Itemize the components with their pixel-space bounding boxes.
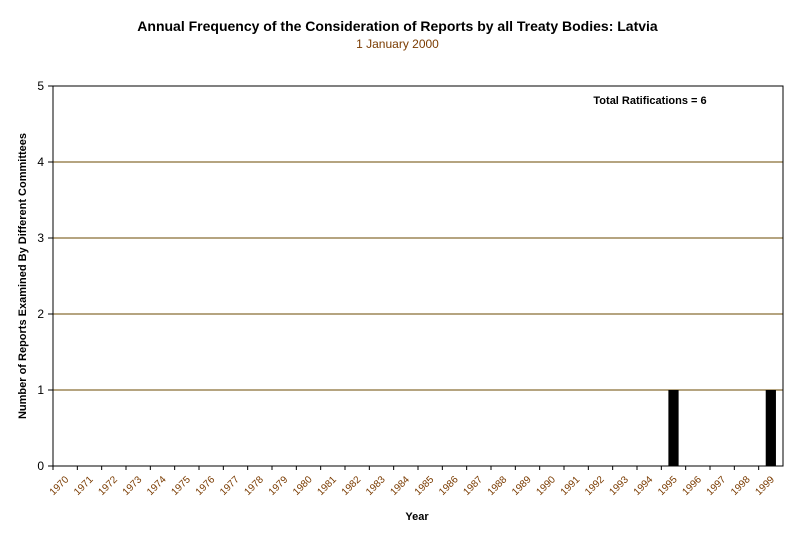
bar-1999 [765, 390, 776, 466]
total-ratifications-note: Total Ratifications = 6 [593, 95, 706, 107]
chart-title: Annual Frequency of the Consideration of… [137, 18, 658, 34]
x-tick-label: 1987 [461, 474, 485, 498]
y-axis-label: Number of Reports Examined By Different … [17, 133, 29, 419]
x-tick-label: 1981 [315, 474, 339, 498]
x-tick-label: 1977 [218, 474, 242, 498]
x-axis-label: Year [405, 511, 429, 523]
x-tick-label: 1994 [632, 474, 656, 498]
bars [668, 390, 776, 466]
x-tick-label: 1973 [121, 474, 145, 498]
y-tick-label: 3 [37, 231, 44, 245]
x-tick-label: 1978 [242, 474, 266, 498]
y-tick-label: 0 [37, 459, 44, 473]
x-tick-label: 1991 [559, 474, 583, 498]
x-tick-label: 1970 [48, 474, 72, 498]
x-tick-label: 1998 [729, 474, 753, 498]
y-tick-label: 1 [37, 383, 44, 397]
x-tick-label: 1990 [534, 474, 558, 498]
x-tick-label: 1980 [291, 474, 315, 498]
x-tick-label: 1984 [388, 474, 412, 498]
x-tick-label: 1972 [96, 474, 120, 498]
x-tick-label: 1993 [607, 474, 631, 498]
chart-subtitle: 1 January 2000 [356, 37, 439, 51]
y-tick-label: 2 [37, 307, 44, 321]
y-tick-label: 4 [37, 155, 44, 169]
x-tick-label: 1983 [364, 474, 388, 498]
x-tick-label: 1988 [486, 474, 510, 498]
x-tick-label: 1986 [437, 474, 461, 498]
x-tick-label: 1996 [680, 474, 704, 498]
x-tick-label: 1982 [340, 474, 364, 498]
x-tick-label: 1995 [656, 474, 680, 498]
x-tick-label: 1992 [583, 474, 607, 498]
x-tick-label: 1976 [194, 474, 218, 498]
x-tick-label: 1999 [753, 474, 777, 498]
x-tick-label: 1975 [169, 474, 193, 498]
x-tick-label: 1971 [72, 474, 96, 498]
bar-1995 [668, 390, 679, 466]
x-tick-label: 1974 [145, 474, 169, 498]
x-tick-label: 1997 [705, 474, 729, 498]
y-tick-label: 5 [37, 79, 44, 93]
x-tick-label: 1989 [510, 474, 534, 498]
x-tick-label: 1979 [267, 474, 291, 498]
x-tick-label: 1985 [413, 474, 437, 498]
gridlines [53, 161, 783, 391]
